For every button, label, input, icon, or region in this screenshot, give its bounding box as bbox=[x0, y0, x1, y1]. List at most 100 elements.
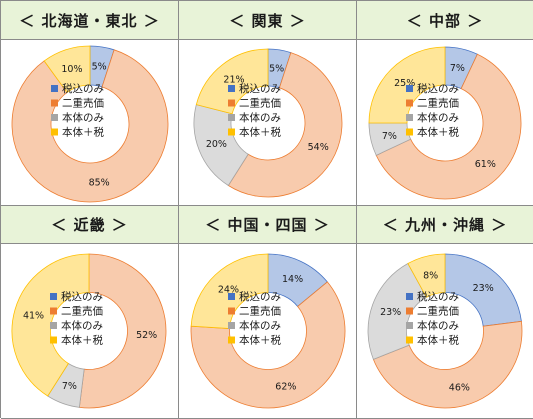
slice-label-niju-baika: 85% bbox=[89, 177, 110, 188]
legend-swatch-hontai-zei bbox=[406, 336, 413, 344]
legend-swatch-hontai-nomi bbox=[406, 114, 413, 121]
legend-swatch-hontai-nomi bbox=[228, 322, 235, 329]
legend-label-niju-baika: 二重売価 bbox=[239, 97, 281, 110]
slice-niju-baika bbox=[11, 49, 169, 203]
legend-swatch-zeikomi bbox=[50, 293, 57, 300]
slice-label-hontai-zei: 8% bbox=[423, 271, 438, 282]
legend-label-niju-baika: 二重売価 bbox=[417, 305, 459, 318]
donut-cell-chugoku-shikoku: 14% 62% 24% 税込のみ二重売価 本体のみ本体＋税 bbox=[179, 244, 357, 419]
legend-label-hontai-nomi: 本体のみ bbox=[239, 111, 281, 124]
legend-swatch-zeikomi bbox=[228, 293, 235, 300]
legend-label-zeikomi: 税込のみ bbox=[61, 290, 103, 303]
legend-swatch-hontai-nomi bbox=[406, 322, 413, 329]
donut-cell-kyushu-okinawa: 23% 46% 23% 8% 税込のみ二重売価 本体のみ本体＋税 bbox=[357, 244, 533, 419]
slice-label-niju-baika: 52% bbox=[136, 330, 157, 341]
slice-label-hontai-zei: 21% bbox=[223, 75, 244, 86]
slice-label-zeikomi: 5% bbox=[269, 64, 284, 75]
slice-label-hontai-nomi: 7% bbox=[62, 381, 77, 392]
legend-label-hontai-nomi: 本体のみ bbox=[239, 319, 281, 332]
legend-swatch-zeikomi bbox=[228, 85, 235, 92]
slice-niju-baika bbox=[190, 281, 346, 409]
legend-label-hontai-nomi: 本体のみ bbox=[61, 319, 103, 332]
title-text: ＜ 関東 ＞ bbox=[229, 11, 306, 30]
slice-label-niju-baika: 46% bbox=[449, 382, 470, 393]
legend-label-hontai-zei: 本体＋税 bbox=[417, 126, 459, 139]
slice-niju-baika bbox=[78, 253, 167, 409]
slice-label-zeikomi: 7% bbox=[450, 63, 465, 74]
slice-label-hontai-nomi: 23% bbox=[380, 307, 401, 318]
legend-swatch-zeikomi bbox=[406, 293, 413, 300]
legend-swatch-hontai-zei bbox=[228, 336, 235, 344]
legend-label-hontai-nomi: 本体のみ bbox=[417, 319, 459, 332]
region-title-kanto: ＜ 関東 ＞ bbox=[179, 1, 357, 40]
legend-label-hontai-zei: 本体＋税 bbox=[239, 334, 281, 347]
legend-swatch-hontai-zei bbox=[406, 128, 413, 136]
slice-niju-baika bbox=[227, 52, 343, 198]
legend-swatch-niju-baika bbox=[406, 99, 413, 107]
legend-swatch-niju-baika bbox=[228, 99, 235, 107]
legend-swatch-niju-baika bbox=[406, 307, 413, 315]
legend-swatch-niju-baika bbox=[228, 307, 235, 315]
legend-label-zeikomi: 税込のみ bbox=[417, 82, 459, 95]
slice-label-niju-baika: 61% bbox=[475, 159, 496, 170]
legend-label-hontai-nomi: 本体のみ bbox=[417, 111, 459, 124]
title-text: ＜ 中国・四国 ＞ bbox=[205, 216, 330, 234]
title-text: ＜ 近畿 ＞ bbox=[51, 216, 128, 234]
legend-swatch-hontai-zei bbox=[228, 128, 235, 136]
legend-label-hontai-nomi: 本体のみ bbox=[62, 111, 104, 124]
donut-cell-chubu: 7% 61% 7% 25% 税込のみ 二重売価 本体のみ 本体＋税 bbox=[357, 40, 533, 206]
slice-label-hontai-zei: 10% bbox=[61, 64, 82, 75]
legend-label-zeikomi: 税込のみ bbox=[417, 290, 459, 303]
legend-label-niju-baika: 二重売価 bbox=[61, 305, 103, 318]
slice-label-zeikomi: 23% bbox=[473, 283, 494, 294]
legend-label-niju-baika: 二重売価 bbox=[417, 97, 459, 110]
legend-label-zeikomi: 税込のみ bbox=[239, 82, 281, 95]
slice-label-hontai-zei: 25% bbox=[394, 78, 415, 89]
slice-niju-baika bbox=[372, 320, 523, 409]
slice-niju-baika bbox=[375, 53, 522, 200]
legend-swatch-niju-baika bbox=[51, 99, 58, 107]
title-text: ＜ 九州・沖縄 ＞ bbox=[382, 216, 508, 234]
slice-hontai-zei bbox=[43, 45, 91, 94]
slice-hontai-zei bbox=[195, 48, 269, 115]
donut-cell-kanto: 5% 54% 20% 21% 税込のみ二重売価 本体のみ本体＋税 bbox=[179, 40, 357, 206]
slice-label-hontai-zei: 41% bbox=[23, 310, 44, 321]
title-text: ＜ 北海道・東北 ＞ bbox=[19, 11, 160, 30]
legend-label-hontai-zei: 本体＋税 bbox=[239, 126, 281, 139]
legend-label-hontai-zei: 本体＋税 bbox=[417, 334, 459, 347]
legend-swatch-hontai-zei bbox=[51, 128, 58, 136]
legend-label-niju-baika: 二重売価 bbox=[62, 97, 104, 110]
slice-label-niju-baika: 62% bbox=[275, 381, 296, 392]
region-title-kyushu-okinawa: ＜ 九州・沖縄 ＞ bbox=[357, 206, 533, 244]
legend-swatch-zeikomi bbox=[51, 85, 58, 92]
region-title-hokkaido-tohoku: ＜ 北海道・東北 ＞ bbox=[1, 1, 179, 40]
slice-label-hontai-zei: 24% bbox=[218, 284, 239, 295]
legend-swatch-hontai-nomi bbox=[50, 322, 57, 329]
legend-swatch-hontai-nomi bbox=[51, 114, 58, 121]
legend-label-hontai-zei: 本体＋税 bbox=[62, 126, 104, 139]
legend-label-zeikomi: 税込のみ bbox=[239, 290, 281, 303]
slice-label-zeikomi: 5% bbox=[92, 62, 107, 73]
slice-label-zeikomi: 14% bbox=[282, 274, 303, 285]
slice-zeikomi bbox=[444, 253, 522, 327]
title-text: ＜ 中部 ＞ bbox=[406, 11, 484, 30]
slice-label-niju-baika: 54% bbox=[308, 142, 329, 153]
legend-label-niju-baika: 二重売価 bbox=[239, 305, 281, 318]
region-title-chugoku-shikoku: ＜ 中国・四国 ＞ bbox=[179, 206, 357, 244]
legend-swatch-hontai-zei bbox=[50, 336, 57, 344]
region-title-chubu: ＜ 中部 ＞ bbox=[357, 1, 533, 40]
region-title-kinki: ＜ 近畿 ＞ bbox=[1, 206, 179, 244]
legend-swatch-hontai-nomi bbox=[228, 114, 235, 121]
legend-swatch-niju-baika bbox=[50, 307, 57, 315]
slice-hontai-zei bbox=[407, 253, 446, 298]
donut-cell-hokkaido-tohoku: 5% 85% 10% 税込のみ 二重売価 本体のみ 本体＋税 bbox=[1, 40, 179, 206]
legend-swatch-zeikomi bbox=[406, 85, 413, 92]
donut-cell-kinki: 52% 7% 41% 税込のみ二重売価 本体のみ本体＋税 bbox=[1, 244, 179, 419]
slice-label-hontai-nomi: 20% bbox=[206, 139, 227, 150]
legend-label-hontai-zei: 本体＋税 bbox=[61, 334, 103, 347]
